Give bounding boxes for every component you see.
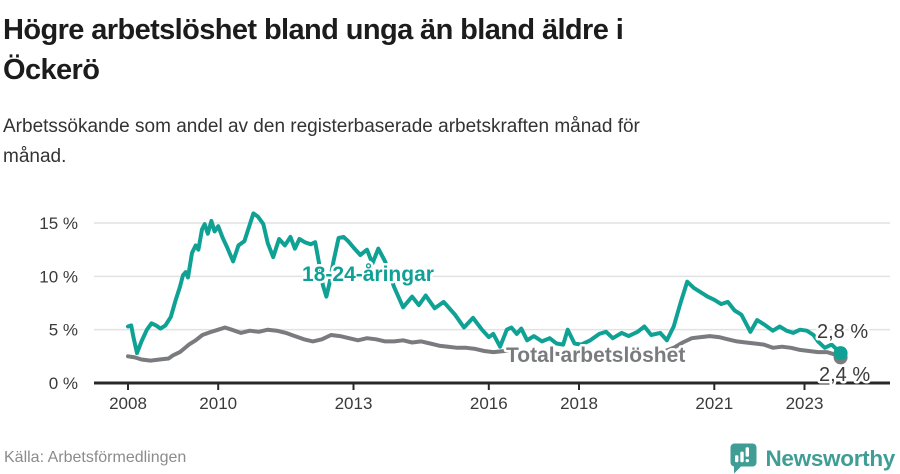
x-tick-label: 2018 (560, 394, 598, 413)
x-tick-label: 2010 (199, 394, 237, 413)
end-value-label-youth: 2,8 % (817, 321, 868, 343)
end-value-label-total: 2,4 % (819, 364, 870, 386)
x-tick-label: 2016 (470, 394, 508, 413)
y-tick-label: 0 % (49, 374, 78, 393)
series-label-youth: 18-24-åringar (302, 263, 434, 286)
title-line-1: Högre arbetslöshet bland unga än bland ä… (3, 14, 624, 46)
newsworthy-wordmark: Newsworthy (765, 445, 895, 471)
newsworthy-bubble-chart-icon (730, 443, 757, 474)
page-subtitle: Arbetssökande som andel av den registerb… (3, 112, 883, 172)
gridlines-layer (94, 222, 890, 331)
end-dot-youth (833, 346, 848, 361)
y-tick-label: 15 % (39, 214, 78, 233)
series-layer (126, 211, 843, 363)
newsworthy-logo: Newsworthy (729, 443, 895, 474)
page-title: Högre arbetslöshet bland unga än bland ä… (3, 10, 883, 90)
subtitle-line-2: månad. (3, 146, 67, 167)
x-tick-label: 2023 (786, 394, 824, 413)
x-tick-label: 2021 (695, 394, 733, 413)
y-tick-label: 10 % (39, 267, 78, 286)
title-line-2: Öckerö (3, 54, 100, 86)
x-tick-label: 2013 (335, 394, 373, 413)
series-line-total (126, 325, 843, 363)
subtitle-line-1: Arbetssökande som andel av den registerb… (3, 116, 640, 137)
y-tick-labels-layer: 0 % 5 % 10 % 15 % (39, 214, 78, 393)
x-ticks-layer: 2008 2010 2013 2016 2018 2021 2023 (109, 383, 823, 413)
end-dots-layer (833, 346, 848, 365)
chart-header: Högre arbetslöshet bland unga än bland ä… (3, 0, 883, 172)
y-tick-label: 5 % (49, 321, 78, 340)
x-tick-label: 2008 (109, 394, 147, 413)
series-line-youth (126, 211, 843, 356)
series-label-total: Total arbetslöshet (506, 344, 685, 367)
source-attribution: Källa: Arbetsförmedlingen (4, 449, 187, 466)
